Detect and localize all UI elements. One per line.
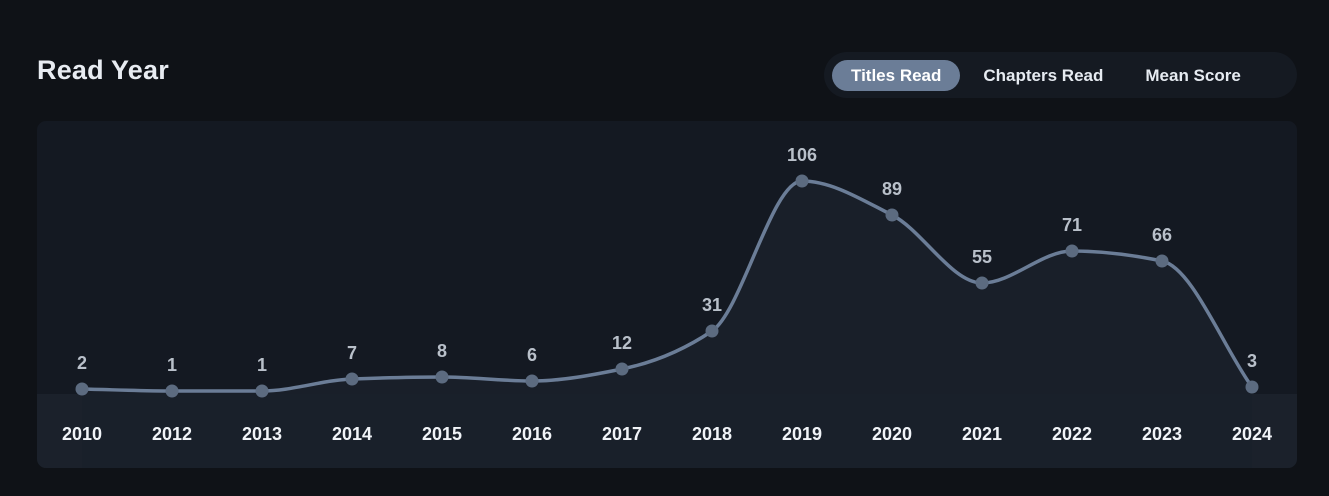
x-tick-label: 2010 xyxy=(62,424,102,444)
data-label: 89 xyxy=(882,179,902,199)
tab-titles-read[interactable]: Titles Read xyxy=(832,59,961,91)
data-point[interactable] xyxy=(1065,244,1079,258)
x-tick-label: 2015 xyxy=(422,424,462,444)
section-title: Read Year xyxy=(37,55,169,85)
tab-chapters-read[interactable]: Chapters Read xyxy=(983,65,1104,85)
data-label: 12 xyxy=(612,333,632,353)
x-tick-label: 2020 xyxy=(872,424,912,444)
data-label: 106 xyxy=(787,145,817,165)
data-label: 55 xyxy=(972,247,992,267)
data-points xyxy=(75,174,1259,398)
data-point[interactable] xyxy=(255,384,269,398)
data-point[interactable] xyxy=(1245,380,1259,394)
data-point[interactable] xyxy=(975,276,989,290)
data-label: 71 xyxy=(1062,215,1082,235)
data-point[interactable] xyxy=(435,370,449,384)
data-labels: 2 1 1 7 8 6 12 31 106 89 55 71 66 3 xyxy=(77,145,1257,375)
series-area xyxy=(82,181,1252,468)
tab-mean-score[interactable]: Mean Score xyxy=(1145,65,1241,85)
data-label: 8 xyxy=(437,341,447,361)
x-tick-label: 2019 xyxy=(782,424,822,444)
x-tick-label: 2021 xyxy=(962,424,1002,444)
x-tick-label: 2016 xyxy=(512,424,552,444)
data-point[interactable] xyxy=(615,362,629,376)
x-tick-label: 2018 xyxy=(692,424,732,444)
data-label: 6 xyxy=(527,345,537,365)
data-point[interactable] xyxy=(705,324,719,338)
data-point[interactable] xyxy=(525,374,539,388)
metric-tabs: Titles Read Chapters Read Mean Score xyxy=(824,52,1297,98)
x-tick-label: 2023 xyxy=(1142,424,1182,444)
data-label: 3 xyxy=(1247,351,1257,371)
data-label: 7 xyxy=(347,343,357,363)
data-label: 31 xyxy=(702,295,722,315)
x-axis-labels: 2010 2012 2013 2014 2015 2016 2017 2018 2019 2020… xyxy=(62,424,1272,444)
x-tick-label: 2022 xyxy=(1052,424,1092,444)
x-tick-label: 2017 xyxy=(602,424,642,444)
data-point[interactable] xyxy=(885,208,899,222)
x-tick-label: 2012 xyxy=(152,424,192,444)
data-label: 2 xyxy=(77,353,87,373)
data-label: 66 xyxy=(1152,225,1172,245)
x-tick-label: 2013 xyxy=(242,424,282,444)
data-point[interactable] xyxy=(165,384,179,398)
data-point[interactable] xyxy=(795,174,809,188)
data-point[interactable] xyxy=(345,372,359,386)
x-tick-label: 2024 xyxy=(1232,424,1272,444)
x-tick-label: 2014 xyxy=(332,424,372,444)
data-point[interactable] xyxy=(75,382,89,396)
data-point[interactable] xyxy=(1155,254,1169,268)
data-label: 1 xyxy=(257,355,267,375)
chart-panel: 2 1 1 7 8 6 12 31 106 89 55 71 66 3 2010 2012 2013 2014 2… xyxy=(37,121,1297,468)
data-label: 1 xyxy=(167,355,177,375)
